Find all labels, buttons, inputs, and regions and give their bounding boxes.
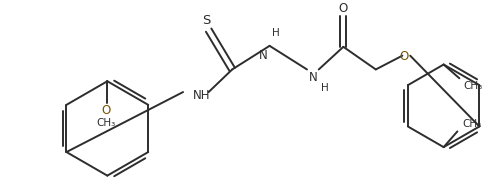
Text: H: H bbox=[321, 83, 328, 93]
Text: CH₃: CH₃ bbox=[97, 118, 116, 128]
Text: N: N bbox=[259, 49, 268, 62]
Text: CH₃: CH₃ bbox=[463, 119, 482, 129]
Text: O: O bbox=[400, 50, 409, 63]
Text: O: O bbox=[339, 2, 348, 15]
Text: O: O bbox=[102, 104, 111, 117]
Text: S: S bbox=[202, 14, 211, 27]
Text: CH₃: CH₃ bbox=[464, 81, 483, 91]
Text: NH: NH bbox=[193, 90, 210, 103]
Text: N: N bbox=[309, 71, 318, 84]
Text: H: H bbox=[272, 28, 279, 38]
